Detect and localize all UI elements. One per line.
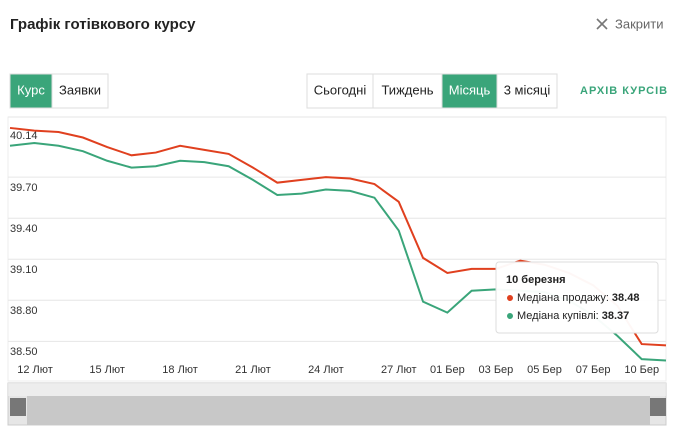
tab-label[interactable]: Заявки — [59, 82, 101, 97]
tooltip — [495, 261, 659, 334]
period-label[interactable]: Місяць — [449, 82, 491, 97]
x-tick-label: 27 Лют — [381, 364, 417, 376]
y-tick-label: 38.80 — [10, 305, 38, 317]
x-tick-label: 15 Лют — [89, 364, 125, 376]
widget-title: Графік готівкового курсу — [10, 16, 196, 33]
tab[interactable] — [51, 73, 109, 109]
tooltip-row-label: Медіана продажу: — [517, 292, 609, 304]
close-button[interactable]: Закрити — [596, 16, 663, 31]
y-tick-label: 39.40 — [10, 223, 38, 235]
navigator[interactable] — [7, 382, 667, 426]
y-tick-label: 38.50 — [10, 346, 38, 358]
x-tick-label: 07 Бер — [576, 364, 611, 376]
close-label[interactable]: Закрити — [615, 16, 663, 31]
tooltip-dot — [507, 295, 513, 301]
y-tick-label: 39.70 — [10, 182, 38, 194]
period-label[interactable]: 3 місяці — [504, 82, 551, 97]
x-tick-label: 24 Лют — [308, 364, 344, 376]
archive-link[interactable]: АРХІВ КУРСІВ — [580, 85, 668, 97]
x-tick-label: 21 Лют — [235, 364, 271, 376]
x-tick-label: 01 Бер — [430, 364, 465, 376]
period[interactable] — [496, 73, 558, 109]
tab-label[interactable]: Курс — [17, 82, 45, 97]
tooltip-dot — [507, 313, 513, 319]
x-tick-label: 12 Лют — [17, 364, 53, 376]
period[interactable] — [372, 73, 443, 109]
tooltip-row-value: 38.48 — [612, 292, 640, 304]
x-tick-label: 03 Бер — [479, 364, 514, 376]
tooltip-title: 10 березня — [506, 274, 566, 286]
x-tick-label: 10 Бер — [624, 364, 659, 376]
y-tick-label: 40.14 — [10, 130, 38, 142]
y-tick-label: 39.10 — [10, 264, 38, 276]
x-tick-label: 18 Лют — [162, 364, 198, 376]
period[interactable] — [306, 73, 374, 109]
period-label[interactable]: Сьогодні — [314, 82, 367, 97]
tooltip-row-value: 38.37 — [602, 310, 630, 322]
period-label[interactable]: Тиждень — [381, 82, 433, 97]
x-tick-label: 05 Бер — [527, 364, 562, 376]
tooltip-row-label: Медіана купівлі: — [517, 310, 599, 322]
period[interactable] — [441, 73, 498, 109]
